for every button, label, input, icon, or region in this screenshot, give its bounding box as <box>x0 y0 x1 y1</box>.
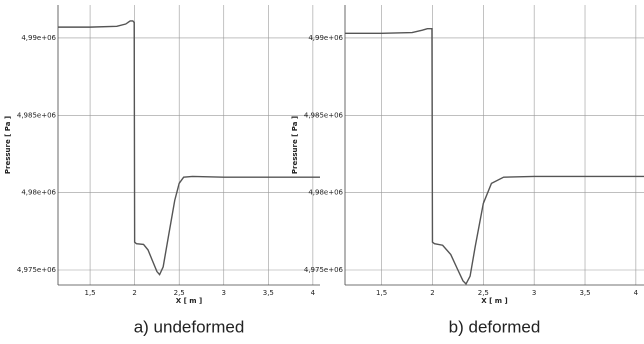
x-tick-label: 4 <box>311 289 316 297</box>
y-tick-label: 4,99e+06 <box>21 34 56 42</box>
y-tick-label: 4,98e+06 <box>21 189 56 197</box>
line <box>58 20 320 276</box>
y-tick-label: 4,975e+06 <box>304 266 344 274</box>
x-tick-label: 3 <box>222 289 226 297</box>
y-tick-label: 4,975e+06 <box>17 266 57 274</box>
x-tick-label: 4 <box>634 289 639 297</box>
x-tick-label: 2 <box>430 289 434 297</box>
x-tick-label: 1,5 <box>85 289 96 297</box>
x-tick-label: 2,5 <box>174 289 185 297</box>
y-axis-label: Pressure [ Pa ] <box>4 116 12 174</box>
x-axis-label: X [ m ] <box>481 297 507 305</box>
y-axis-label: Pressure [ Pa ] <box>291 116 299 174</box>
line <box>345 27 644 286</box>
x-tick-label: 2 <box>132 289 136 297</box>
y-tick-label: 4,99e+06 <box>308 34 343 42</box>
x-tick-label: 3 <box>532 289 536 297</box>
chart-panel: 4,975e+06 4,98e+06 4,985e+06 4,99e+06 1,5 2 2,… <box>291 5 644 336</box>
x-tick-label: 1,5 <box>376 289 387 297</box>
y-tick-label: 4,985e+06 <box>17 111 57 119</box>
y-tick-label: 4,98e+06 <box>308 189 343 197</box>
x-tick-label: 3,5 <box>579 289 590 297</box>
caption: a) undeformed <box>134 317 245 336</box>
x-tick-label: 3,5 <box>263 289 274 297</box>
x-tick-label: 2,5 <box>478 289 489 297</box>
chart-panel: 4,975e+06 4,98e+06 4,985e+06 4,99e+06 1,5 2 2,… <box>4 5 320 336</box>
caption: b) deformed <box>449 317 541 336</box>
y-tick-label: 4,985e+06 <box>304 111 344 119</box>
x-axis-label: X [ m ] <box>176 297 202 305</box>
